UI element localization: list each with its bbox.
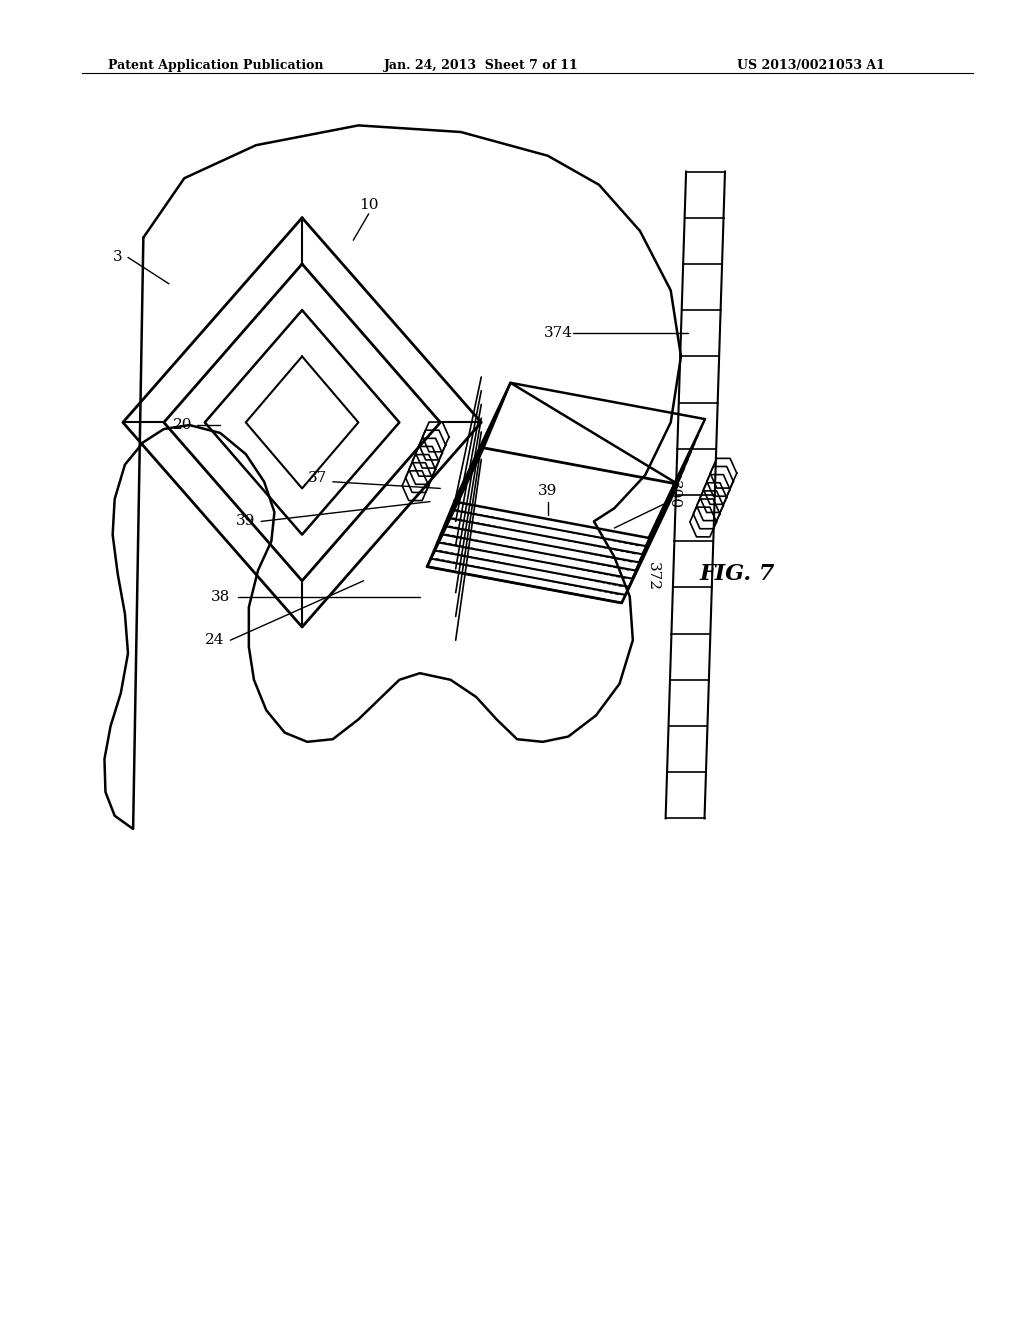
Text: 39: 39 — [539, 484, 557, 498]
Text: 372: 372 — [646, 562, 660, 591]
Text: 10: 10 — [358, 198, 379, 211]
Text: 300: 300 — [667, 480, 681, 510]
Text: Jan. 24, 2013  Sheet 7 of 11: Jan. 24, 2013 Sheet 7 of 11 — [384, 59, 579, 73]
Text: FIG. 7: FIG. 7 — [699, 564, 775, 585]
Text: 3: 3 — [113, 251, 123, 264]
Text: 24: 24 — [205, 634, 225, 647]
Text: 374: 374 — [544, 326, 572, 339]
Text: 20: 20 — [172, 418, 193, 432]
Text: 37: 37 — [308, 471, 327, 484]
Text: US 2013/0021053 A1: US 2013/0021053 A1 — [737, 59, 885, 73]
Text: 39: 39 — [237, 515, 255, 528]
Text: 38: 38 — [211, 590, 229, 603]
Text: Patent Application Publication: Patent Application Publication — [108, 59, 323, 73]
